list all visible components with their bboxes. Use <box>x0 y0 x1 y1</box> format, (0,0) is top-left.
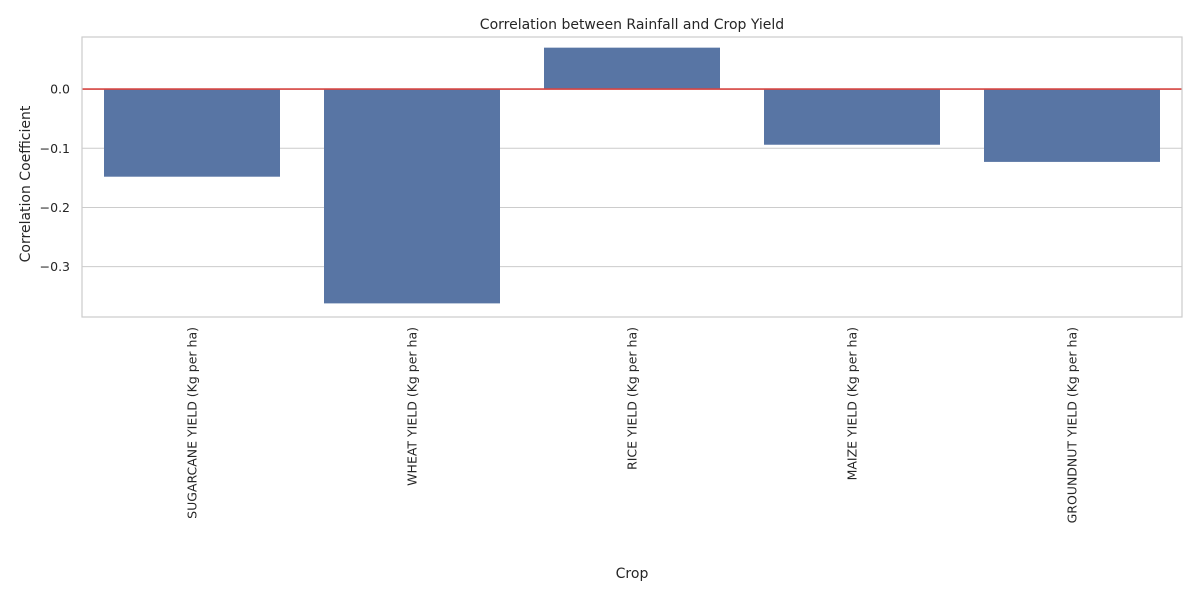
bar <box>104 89 280 177</box>
x-tick-label: WHEAT YIELD (Kg per ha) <box>405 327 420 486</box>
chart-title: Correlation between Rainfall and Crop Yi… <box>480 17 784 33</box>
bar <box>544 47 720 90</box>
y-axis-label: Correlation Coefficient <box>18 105 34 262</box>
bar <box>984 89 1160 162</box>
x-tick-label: GROUNDNUT YIELD (Kg per ha) <box>1065 327 1080 523</box>
bar <box>764 89 940 145</box>
y-tick-label: −0.1 <box>40 141 70 156</box>
y-tick-labels: 0.0 −0.1 −0.2 −0.3 <box>40 82 70 275</box>
y-tick-label: −0.3 <box>40 259 70 274</box>
y-tick-label: 0.0 <box>50 82 70 97</box>
x-tick-labels: SUGARCANE YIELD (Kg per ha) WHEAT YIELD (… <box>185 327 1080 523</box>
plot-frame <box>81 36 1183 318</box>
x-axis-label: Crop <box>616 566 649 582</box>
bar <box>324 89 500 304</box>
x-tick-label: SUGARCANE YIELD (Kg per ha) <box>185 327 200 519</box>
x-tick-label: RICE YIELD (Kg per ha) <box>625 327 640 470</box>
x-tick-label: MAIZE YIELD (Kg per ha) <box>845 327 860 480</box>
bars-group <box>104 47 1160 304</box>
y-tick-label: −0.2 <box>40 200 70 215</box>
